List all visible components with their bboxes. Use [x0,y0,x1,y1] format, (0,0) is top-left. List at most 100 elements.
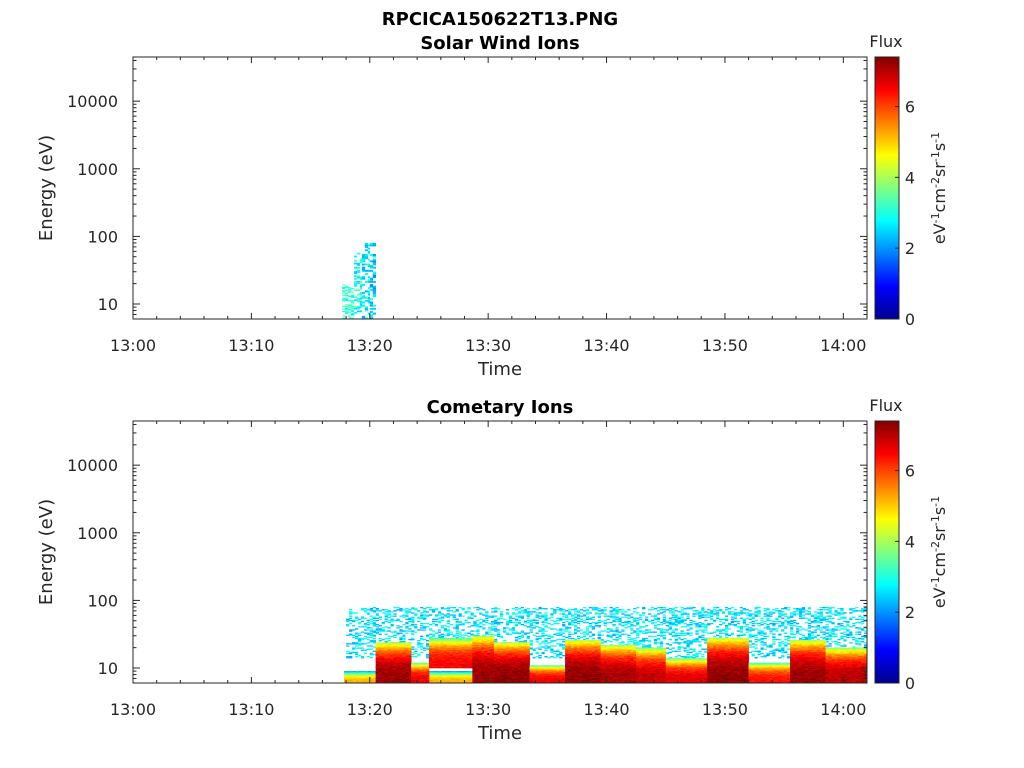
flux-cell [656,628,661,630]
flux-cell [769,612,773,614]
flux-cell [351,303,355,305]
flux-cell [704,651,708,654]
flux-cell [757,611,761,613]
flux-cell [689,632,693,634]
flux-cell [352,651,356,654]
flux-cell [742,622,746,625]
flux-cell [784,644,788,646]
flux-cell [494,615,498,617]
flux-cell [751,625,755,627]
flux-cell [645,645,649,647]
flux-cell [807,613,812,615]
flux-cell [630,637,634,640]
flux-cell [662,611,667,613]
flux-cell [372,617,376,619]
flux-cell [571,637,575,640]
flux-cell [630,621,634,624]
flux-cell [372,637,376,640]
flux-cell [366,636,371,639]
flux-cell [411,621,415,624]
flux-cell [612,620,616,623]
flux-cell [353,282,358,285]
flux-cell [579,618,584,621]
flux-cell [653,638,658,641]
flux-cell [680,621,684,624]
flux-cell [428,636,433,639]
flux-cell [529,641,533,643]
flux-cell [813,620,817,623]
flux-cell [538,635,542,638]
flux-cell [739,628,743,630]
flux-cell [556,606,560,609]
flux-cell [364,254,369,256]
flux-cell [588,631,593,633]
flux-cell [547,646,551,648]
flux-cell [372,273,376,275]
flux-cell [763,627,767,629]
flux-cell [359,283,363,286]
flux-cell [790,612,794,614]
flux-cell [367,258,371,261]
flux-cell [787,639,791,642]
flux-cell [357,654,362,657]
flux-cell [609,606,613,609]
flux-cell [579,620,584,623]
flux-cell [840,609,844,611]
flux-cell [517,635,522,638]
flux-cell [858,641,862,643]
flux-cell [351,306,355,308]
flux-cell [647,629,652,631]
flux-cell [819,619,823,622]
flux-cell [822,633,826,635]
flux-cell [363,624,368,626]
flux-cell [559,631,563,633]
flux-cell [426,644,430,646]
flux-cell [446,619,450,622]
flux-cell [855,631,859,633]
flux-cell [541,651,545,654]
x-tick-label: 14:00 [820,336,866,355]
flux-cell [748,627,752,629]
flux-cell [369,242,374,245]
flux-cell [778,644,782,646]
flux-cell [356,297,361,300]
flux-cell [353,275,358,278]
flux-cell [346,620,350,623]
flux-cell [733,613,738,615]
flux-cell [636,612,640,614]
flux-cell [517,621,522,624]
flux-cell [393,631,397,633]
flux-cell [565,636,569,639]
flux-cell [828,633,832,635]
flux-cell [571,621,575,624]
flux-cell [541,628,545,630]
flux-cell [763,637,767,640]
flux-cell [828,635,832,638]
flux-cell [861,616,865,618]
flux-cell [716,613,720,615]
flux-cell [491,608,495,610]
flux-cell [834,641,838,643]
flux-cell [535,652,539,655]
flux-cell [704,624,708,626]
flux-cell [372,611,376,613]
flux-cell [659,635,664,638]
flux-cell [772,654,776,657]
flux-cell [822,636,826,639]
flux-cell [787,621,791,624]
flux-cell [656,646,661,648]
flux-cell [354,636,359,639]
colorbar-tick-label: 6 [905,98,915,117]
flux-cell [698,614,702,616]
flux-cell [739,626,743,628]
flux-cell [695,654,699,657]
flux-cell [618,624,622,626]
flux-cell [858,633,862,635]
flux-cell [349,622,353,625]
flux-cell [582,638,587,641]
flux-cell [559,609,563,611]
flux-cell [698,612,702,614]
flux-cell [748,646,752,648]
flux-cell [781,649,785,651]
flux-cell [627,638,631,641]
